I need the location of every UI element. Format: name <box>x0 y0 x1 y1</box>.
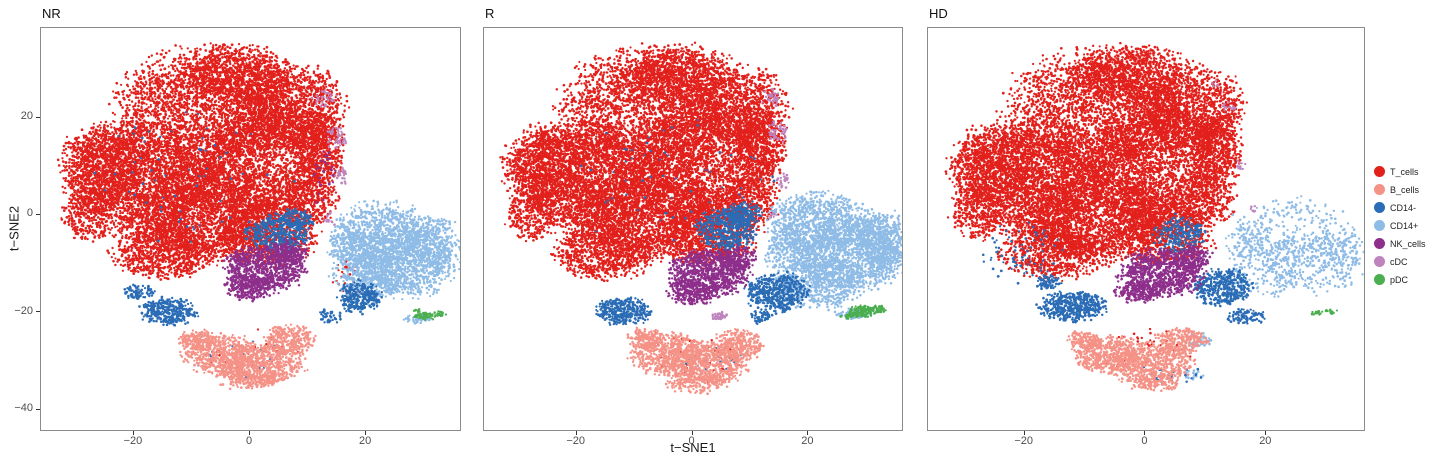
legend-item-B_cells: B_cells <box>1374 184 1440 195</box>
x-axis-tick <box>1023 431 1025 435</box>
legend-label: pDC <box>1390 274 1409 285</box>
legend-dot-icon <box>1374 166 1385 177</box>
legend-label: NK_cells <box>1390 238 1426 249</box>
y-axis-tick-label: 20 <box>20 110 33 123</box>
x-axis-tick-label: −20 <box>123 435 143 447</box>
x-axis-tick-label: 20 <box>1259 435 1272 447</box>
legend-item-CD14-: CD14- <box>1374 202 1440 213</box>
scatter-canvas-R <box>484 28 902 430</box>
legend-item-CD14+: CD14+ <box>1374 220 1440 231</box>
legend-item-cDC: cDC <box>1374 256 1440 267</box>
x-axis-tick-label: 0 <box>688 435 695 447</box>
legend-dot-icon <box>1374 274 1385 285</box>
plot-area-HD <box>927 27 1365 431</box>
legend-dot-icon <box>1374 238 1385 249</box>
panel-title-NR: NR <box>42 6 61 21</box>
y-axis-tick <box>36 311 40 313</box>
x-axis-tick <box>249 431 251 435</box>
legend-dot-icon <box>1374 256 1385 267</box>
x-axis-tick <box>575 431 577 435</box>
x-axis-tick <box>1265 431 1267 435</box>
legend-label: B_cells <box>1390 184 1420 195</box>
x-axis-tick-label: 20 <box>801 435 814 447</box>
legend-dot-icon <box>1374 202 1385 213</box>
legend-item-T_cells: T_cells <box>1374 166 1440 177</box>
x-axis-tick-label: 20 <box>359 435 372 447</box>
plot-area-NR <box>40 27 461 431</box>
x-axis-tick <box>807 431 809 435</box>
y-axis-tick-label: −40 <box>14 402 33 415</box>
legend-item-NK_cells: NK_cells <box>1374 238 1440 249</box>
legend-dot-icon <box>1374 220 1385 231</box>
legend: T_cells B_cells CD14- CD14+ NK_cells cDC pDC <box>1374 166 1440 285</box>
y-axis-tick <box>36 408 40 410</box>
legend-label: CD14- <box>1390 202 1417 213</box>
x-axis-tick-label: 0 <box>245 435 253 447</box>
legend-label: cDC <box>1390 256 1408 267</box>
plot-area-R <box>483 27 903 431</box>
y-axis-tick <box>36 116 40 118</box>
x-axis-tick <box>365 431 367 435</box>
scatter-canvas-HD <box>928 28 1364 430</box>
x-axis-tick-label: −20 <box>1014 435 1033 447</box>
scatter-canvas-NR <box>41 28 460 430</box>
y-axis-tick-label: −20 <box>14 304 33 317</box>
legend-dot-icon <box>1374 184 1385 195</box>
x-axis-tick-label: 0 <box>1141 435 1148 447</box>
legend-label: T_cells <box>1390 166 1419 177</box>
x-axis-tick-label: −20 <box>566 435 586 447</box>
panel-title-HD: HD <box>929 6 948 21</box>
x-axis-tick <box>691 431 693 435</box>
panel-title-R: R <box>485 6 495 21</box>
x-axis-tick <box>1144 431 1146 435</box>
legend-item-pDC: pDC <box>1374 274 1440 285</box>
x-axis-tick <box>132 431 134 435</box>
legend-label: CD14+ <box>1390 220 1419 231</box>
y-axis-tick-label: 0 <box>26 207 33 220</box>
y-axis-tick <box>36 213 40 215</box>
x-axis-label: t−SNE1 <box>670 440 716 455</box>
